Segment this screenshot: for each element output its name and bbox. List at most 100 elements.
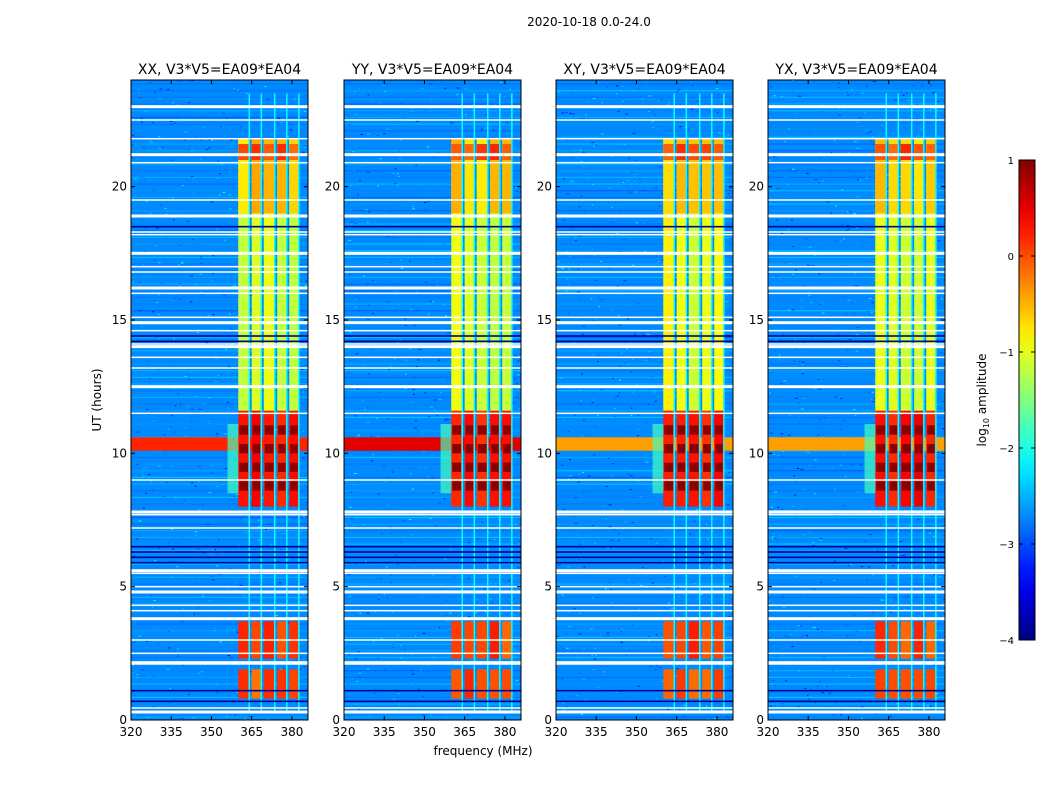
noise <box>234 714 237 716</box>
noise <box>580 462 582 464</box>
texture-row <box>131 190 308 192</box>
noise <box>250 308 253 310</box>
noise <box>854 175 857 177</box>
rfi-block <box>926 138 936 411</box>
noise <box>856 127 859 129</box>
rfi-core <box>452 444 461 454</box>
rfi-block <box>502 138 512 411</box>
noise <box>842 238 846 240</box>
noise <box>415 213 419 215</box>
noise <box>774 491 778 493</box>
rfi-block <box>663 138 674 411</box>
noise <box>604 565 606 567</box>
flagged-row <box>768 385 945 389</box>
noise <box>663 576 667 578</box>
noise <box>433 515 436 517</box>
noise <box>690 108 693 110</box>
x-axis-label: frequency (MHz) <box>433 744 532 758</box>
noise <box>595 318 598 320</box>
noise <box>350 334 353 336</box>
noise <box>936 339 939 341</box>
noise <box>678 709 681 711</box>
noise <box>150 371 152 373</box>
noise <box>277 561 280 563</box>
rfi-core <box>452 481 461 491</box>
noise <box>635 384 639 386</box>
rfi-core <box>290 462 298 472</box>
texture-row <box>768 370 945 372</box>
rfi-block <box>888 669 899 699</box>
noise <box>567 164 569 166</box>
dark-row <box>556 556 733 559</box>
noise <box>368 208 372 210</box>
texture-row <box>131 623 308 625</box>
noise <box>397 175 401 177</box>
rfi-core <box>901 444 911 454</box>
noise <box>489 582 492 584</box>
rfi-core <box>491 425 499 435</box>
y-tick-label: 5 <box>332 580 340 594</box>
noise <box>873 289 875 291</box>
noise <box>789 168 792 170</box>
x-tick-label: 320 <box>757 725 780 739</box>
rfi-block <box>238 144 249 160</box>
panel-frame <box>130 79 309 721</box>
texture-row <box>556 263 733 265</box>
noise <box>179 285 182 287</box>
noise <box>843 108 845 110</box>
panel-title: YX, V3*V5=EA09*EA04 <box>774 62 937 78</box>
noise <box>197 613 199 615</box>
noise <box>881 600 884 602</box>
noise <box>424 466 427 468</box>
flagged-row <box>131 153 308 157</box>
noise <box>474 612 478 614</box>
noise <box>863 113 866 115</box>
rfi-core <box>252 481 261 491</box>
noise <box>225 348 228 350</box>
noise <box>193 539 196 541</box>
flagged-row <box>131 292 308 295</box>
noise <box>856 227 858 229</box>
noise <box>772 679 775 681</box>
noise <box>304 388 307 390</box>
channel-gap <box>499 93 501 713</box>
noise <box>173 338 176 340</box>
noise <box>361 192 364 194</box>
noise <box>366 668 370 670</box>
noise <box>380 534 382 536</box>
noise <box>483 520 485 522</box>
noise <box>213 142 216 144</box>
noise <box>450 326 452 328</box>
noise <box>158 147 161 149</box>
dark-row <box>768 551 945 553</box>
noise <box>610 588 612 590</box>
noise <box>256 515 259 517</box>
noise <box>659 94 661 96</box>
noise <box>234 582 237 584</box>
noise <box>143 507 145 509</box>
noise <box>430 715 433 717</box>
noise <box>463 262 466 264</box>
noise <box>582 333 584 335</box>
texture-row <box>344 450 521 452</box>
noise <box>930 698 932 700</box>
panel-image <box>556 80 733 720</box>
rfi-block <box>490 669 500 699</box>
noise <box>896 87 899 89</box>
rfi-block <box>277 144 287 160</box>
noise <box>848 339 852 341</box>
noise <box>302 391 305 393</box>
noise <box>725 716 729 718</box>
noise <box>354 197 357 199</box>
noise <box>349 99 351 101</box>
noise <box>639 496 642 498</box>
noise <box>816 628 819 630</box>
noise <box>141 640 144 642</box>
noise <box>610 391 614 393</box>
rfi-block <box>888 138 899 411</box>
noise <box>192 560 195 562</box>
noise <box>448 631 452 633</box>
texture-row <box>131 183 308 185</box>
noise <box>654 400 657 402</box>
noise <box>567 566 570 568</box>
